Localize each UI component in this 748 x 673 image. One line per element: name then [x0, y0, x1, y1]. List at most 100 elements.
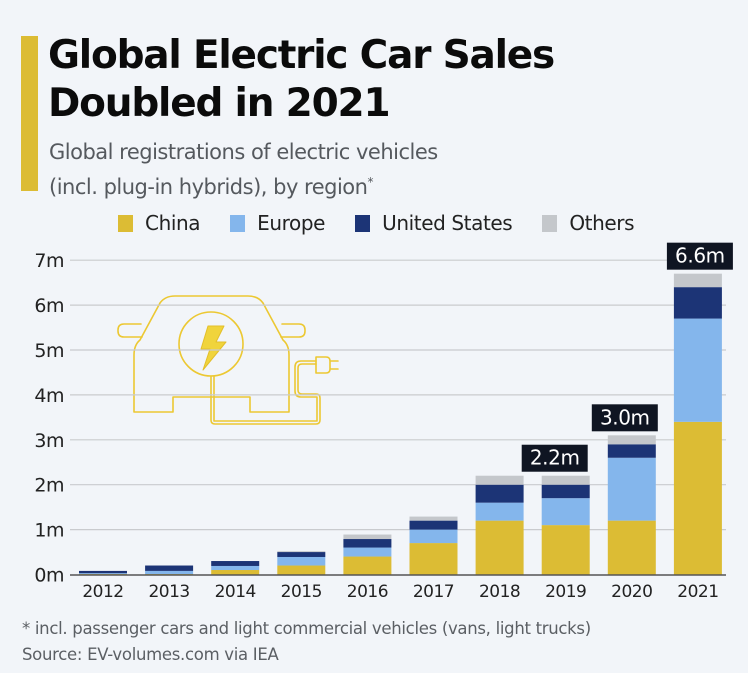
bar-segment-europe	[79, 573, 127, 575]
bar-stack-2020	[607, 435, 656, 575]
bar-segment-china	[607, 520, 656, 575]
bar-stack-2019	[541, 475, 590, 575]
x-tick-label: 2014	[215, 582, 256, 602]
legend-label: Europe	[257, 211, 326, 235]
x-tick-label: 2019	[545, 582, 586, 602]
bar-stack-2018	[475, 475, 524, 575]
x-tick-label: 2012	[82, 582, 123, 602]
footnote-text: * incl. passenger cars and light commerc…	[22, 619, 591, 638]
bar-segment-china	[343, 556, 392, 575]
y-tick-label: 7m	[34, 250, 64, 272]
bar-segment-united-states	[409, 520, 458, 530]
bar-segment-others	[607, 435, 656, 445]
chart-title-text: Global Electric Car Sales Doubled in 202…	[48, 33, 555, 126]
subtitle-line-1: Global registrations of electric vehicle…	[49, 140, 438, 164]
x-tick-label: 2015	[281, 582, 322, 602]
bar-stack-2015	[277, 551, 326, 575]
bar-segment-europe	[343, 547, 392, 557]
y-tick-label: 5m	[34, 340, 64, 362]
legend-item-china: China	[118, 211, 201, 235]
legend-swatch	[542, 214, 558, 232]
subtitle-line-2: (incl. plug-in hybrids), by region*	[49, 175, 373, 199]
y-tick-label: 2m	[34, 475, 64, 497]
total-label-text: 6.6m	[675, 244, 725, 268]
bar-segment-united-states	[343, 539, 392, 548]
total-label-box	[666, 242, 733, 270]
total-label-text: 3.0m	[600, 405, 650, 429]
total-label-2019: 2.2m	[521, 444, 588, 472]
bar-segment-united-states	[541, 484, 590, 499]
y-tick-label: 6m	[34, 295, 64, 317]
bar-segment-europe	[409, 529, 458, 544]
bar-segment-europe	[607, 457, 656, 521]
legend-label: Others	[569, 211, 635, 235]
bar-stack-2014	[211, 561, 260, 575]
bar-segment-united-states	[475, 484, 524, 503]
bar-stack-2013	[145, 565, 194, 575]
bar-segment-china	[211, 570, 260, 575]
bar-segment-others	[277, 551, 326, 553]
bar-segment-others	[409, 516, 458, 521]
legend-item-others: Others	[542, 211, 635, 235]
x-tick-label: 2021	[677, 582, 718, 602]
total-label-box	[521, 444, 588, 472]
legend-swatch	[230, 214, 246, 232]
legend-label: United States	[382, 211, 513, 235]
charge-cable-inner	[213, 360, 318, 422]
bar-segment-united-states	[145, 565, 194, 571]
total-label-2021: 6.6m	[666, 242, 733, 270]
bar-stack-2012	[79, 570, 127, 575]
title-accent-bar	[21, 36, 38, 191]
car-body-outline	[133, 295, 290, 413]
x-tick-label: 2018	[479, 582, 520, 602]
bar-segment-others	[541, 475, 590, 485]
bar-segment-others	[343, 534, 392, 540]
y-tick-label: 4m	[34, 385, 64, 407]
electric-car-icon	[117, 295, 339, 425]
car-right-mirror	[280, 323, 306, 338]
legend-swatch	[355, 214, 371, 232]
bar-stack-2016	[343, 534, 392, 575]
bar-segment-china	[541, 525, 590, 575]
bar-segment-united-states	[673, 287, 722, 319]
chart-footnote: * incl. passenger cars and light commerc…	[22, 616, 591, 668]
x-tick-label: 2017	[413, 582, 454, 602]
total-label-2020: 3.0m	[591, 404, 658, 432]
x-tick-label: 2013	[148, 582, 189, 602]
bar-stack-2017	[409, 516, 458, 575]
chart-subtitle: Global registrations of electric vehicle…	[49, 137, 438, 202]
bar-segment-others	[475, 475, 524, 485]
bar-segment-europe	[673, 318, 722, 422]
bar-segment-china	[277, 565, 326, 575]
y-tick-label: 0m	[34, 565, 64, 587]
x-tick-label: 2016	[347, 582, 388, 602]
bar-segment-europe	[145, 570, 194, 575]
charge-cable	[210, 363, 321, 425]
y-tick-label: 3m	[34, 430, 64, 452]
bar-segment-china	[673, 421, 722, 575]
bar-segment-europe	[475, 502, 524, 521]
bar-segment-united-states	[277, 552, 326, 557]
bar-segment-europe	[277, 556, 326, 566]
chart-title: Global Electric Car Sales Doubled in 202…	[48, 32, 608, 128]
bar-segment-united-states	[211, 561, 260, 566]
x-tick-label: 2020	[611, 582, 652, 602]
bar-segment-china	[475, 520, 524, 575]
bar-segment-united-states	[607, 444, 656, 458]
y-tick-label: 1m	[34, 520, 64, 542]
bar-segment-others	[673, 273, 722, 288]
legend-swatch	[118, 214, 133, 232]
total-label-box	[591, 404, 658, 432]
legend-item-united-states: United States	[355, 211, 513, 235]
legend-label: China	[145, 211, 201, 235]
bar-segment-united-states	[79, 570, 127, 574]
bar-stack-2021	[673, 273, 722, 575]
source-text: Source: EV-volumes.com via IEA	[22, 645, 279, 664]
lightning-bolt-icon	[200, 325, 227, 371]
subtitle-footnote-mark: *	[367, 175, 373, 189]
bar-segment-europe	[541, 498, 590, 526]
legend-item-europe: Europe	[230, 211, 325, 235]
bar-segment-china	[409, 543, 458, 575]
plug-head	[315, 356, 339, 374]
chart-legend: China Europe United States Others	[118, 211, 664, 235]
